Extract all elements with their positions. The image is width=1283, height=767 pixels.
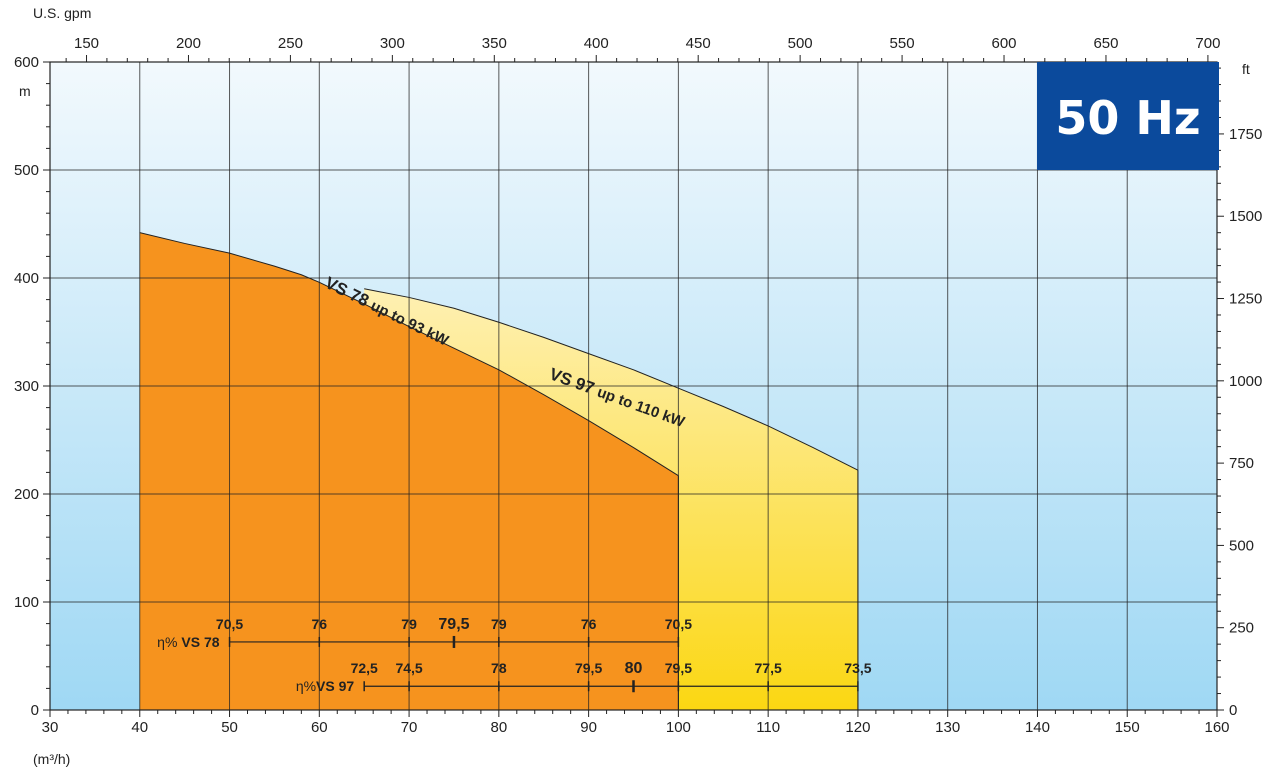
efficiency-value-label: 79,5 <box>438 616 469 633</box>
curve-vs-97 <box>364 288 859 471</box>
efficiency-value-label: 77,5 <box>755 660 782 676</box>
y-right-tick-label: 500 <box>1229 537 1254 554</box>
efficiency-value-label: 79 <box>401 616 417 632</box>
efficiency-value-label: 70,5 <box>665 616 692 632</box>
axis-labels: 30 40 50 60 70 80 90 100 110 120 130 140 150 160 150 20… <box>14 35 1262 736</box>
y-tick-label: 500 <box>14 162 39 179</box>
y-right-tick-label: 1500 <box>1229 208 1262 225</box>
efficiency-value-label: 73,5 <box>844 660 871 676</box>
y-tick-label: 300 <box>14 378 39 395</box>
x-tick-label: 150 <box>1115 719 1140 736</box>
x-tick-label: 50 <box>221 719 238 736</box>
x-top-tick-label: 650 <box>1093 35 1118 52</box>
efficiency-model: VS 97 <box>316 678 354 694</box>
x-tick-label: 30 <box>42 719 59 736</box>
efficiency-value-label: 80 <box>625 660 643 677</box>
x-top-axis-unit-label: U.S. gpm <box>33 5 91 21</box>
x-tick-label: 80 <box>491 719 508 736</box>
efficiency-symbol: η% <box>157 634 177 650</box>
x-tick-label: 110 <box>756 719 780 736</box>
y-right-tick-label: 750 <box>1229 455 1254 472</box>
x-top-tick-label: 400 <box>584 35 609 52</box>
y-right-tick-label: 1000 <box>1229 373 1262 390</box>
efficiency-scale-title: η% VS 78 <box>157 634 220 650</box>
efficiency-scale-title: η%VS 97 <box>296 678 355 694</box>
efficiency-value-label: 72,5 <box>351 660 378 676</box>
y-tick-label: 400 <box>14 270 39 287</box>
x-top-tick-label: 300 <box>380 35 405 52</box>
curve-vs-78 <box>139 232 679 477</box>
x-top-tick-label: 700 <box>1195 35 1220 52</box>
x-tick-label: 140 <box>1025 719 1050 736</box>
x-tick-label: 130 <box>935 719 960 736</box>
frequency-badge-text: 50 Hz <box>1055 91 1200 145</box>
x-tick-label: 160 <box>1204 719 1229 736</box>
frequency-badge-box <box>1037 62 1219 170</box>
efficiency-symbol: η% <box>296 678 316 694</box>
pump-curves <box>139 232 859 710</box>
efficiency-value-label: 74,5 <box>395 660 422 676</box>
efficiency-value-label: 78 <box>491 660 507 676</box>
y-tick-label: 200 <box>14 486 39 503</box>
x-top-tick-label: 150 <box>74 35 99 52</box>
y-tick-label: 600 <box>14 54 39 71</box>
y-right-tick-label: 1250 <box>1229 291 1262 308</box>
efficiency-value-label: 76 <box>581 616 597 632</box>
x-tick-label: 90 <box>580 719 597 736</box>
x-top-tick-label: 250 <box>278 35 303 52</box>
y-right-axis-unit-label: ft <box>1242 61 1250 77</box>
x-tick-label: 70 <box>401 719 418 736</box>
x-top-tick-label: 600 <box>992 35 1017 52</box>
y-tick-label: 100 <box>14 594 39 611</box>
x-top-tick-label: 350 <box>482 35 507 52</box>
efficiency-value-label: 79,5 <box>665 660 692 676</box>
y-right-tick-label: 250 <box>1229 620 1254 637</box>
efficiency-value-label: 70,5 <box>216 616 243 632</box>
x-axis-unit-label: (m³/h) <box>33 751 70 767</box>
efficiency-value-label: 79,5 <box>575 660 602 676</box>
efficiency-value-label: 76 <box>312 616 328 632</box>
x-tick-label: 60 <box>311 719 328 736</box>
y-tick-label: 0 <box>31 702 39 719</box>
frequency-badge: 50 Hz <box>1037 62 1219 170</box>
x-top-tick-label: 500 <box>788 35 813 52</box>
x-top-tick-label: 450 <box>686 35 711 52</box>
x-tick-label: 120 <box>845 719 870 736</box>
x-tick-label: 40 <box>131 719 148 736</box>
x-top-tick-label: 200 <box>176 35 201 52</box>
y-axis-unit-label: m <box>19 83 31 99</box>
y-right-tick-label: 0 <box>1229 702 1237 719</box>
x-top-tick-label: 550 <box>890 35 915 52</box>
efficiency-model: VS 78 <box>181 634 219 650</box>
efficiency-value-label: 79 <box>491 616 507 632</box>
x-tick-label: 100 <box>666 719 691 736</box>
y-right-tick-label: 1750 <box>1229 126 1262 143</box>
